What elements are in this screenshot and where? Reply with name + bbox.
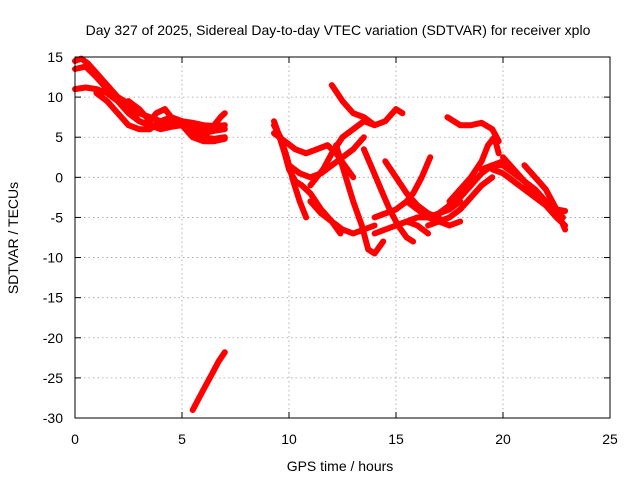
plot-frame (74, 56, 611, 419)
y-tick-label: 10 (47, 89, 63, 105)
series-track-14 (333, 142, 387, 257)
x-tick-label: 20 (495, 431, 511, 447)
x-tick-label: 0 (71, 431, 79, 447)
series-track-26 (489, 166, 569, 229)
y-tick-label: -20 (43, 330, 63, 346)
y-tick-label: -25 (43, 370, 63, 386)
data-series (72, 55, 569, 413)
y-tick-label: -15 (43, 290, 63, 306)
x-tick-label: 25 (602, 431, 618, 447)
series-track-12 (328, 82, 406, 129)
y-tick-label: 0 (55, 169, 63, 185)
y-axis-label: SDTVAR / TECUs (5, 182, 21, 294)
x-tick-label: 15 (388, 431, 404, 447)
series-track-20 (403, 198, 464, 229)
series-track-28 (521, 162, 569, 233)
series-track-5 (125, 98, 228, 133)
x-axis-label: GPS time / hours (287, 458, 394, 474)
series-track-6 (189, 349, 228, 413)
x-tick-label: 10 (281, 431, 297, 447)
y-tick-label: 15 (47, 49, 63, 65)
series-track-3 (72, 84, 228, 142)
y-tick-label: -5 (51, 209, 64, 225)
y-tick-label: 5 (55, 129, 63, 145)
axis-ticks: 0 5 10 15 20 25 15 10 5 0 -5 -10 -15 -20 -25 -30 (43, 49, 618, 447)
y-tick-label: -10 (43, 250, 63, 266)
series-track-4 (93, 90, 228, 145)
series-track-21 (425, 174, 496, 229)
x-tick-label: 5 (178, 431, 186, 447)
series-track-24 (444, 114, 502, 145)
chart-title: Day 327 of 2025, Sidereal Day-to-day VTE… (86, 22, 591, 38)
y-tick-label: -30 (43, 410, 63, 426)
series-track-19 (382, 158, 442, 221)
